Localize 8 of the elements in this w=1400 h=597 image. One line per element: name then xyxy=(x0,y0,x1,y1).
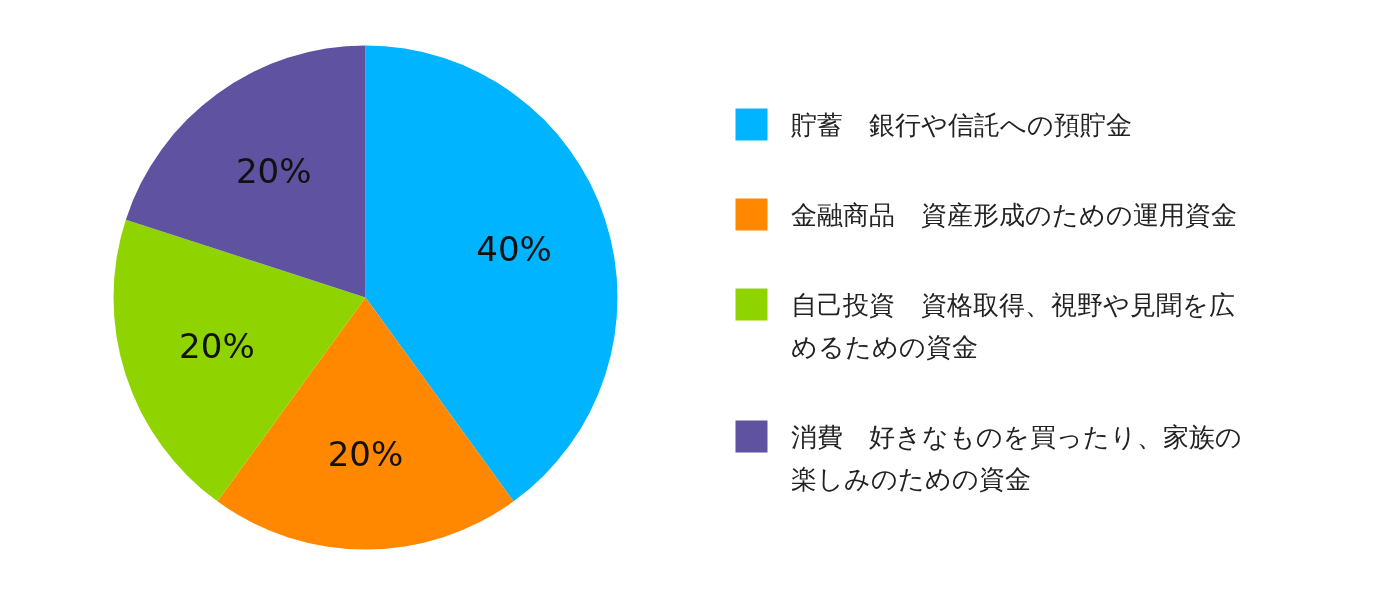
data-label: 20% xyxy=(327,433,404,474)
legend-label: 自己投資 資格取得、視野や見聞を広めるための資金 xyxy=(790,289,1235,362)
data-label: 40% xyxy=(476,229,552,270)
data-label: 20% xyxy=(179,325,255,366)
legend-label: 消費 好きなものを買ったり、家族の楽しみのための資金 xyxy=(790,421,1242,494)
data-label: 20% xyxy=(235,151,312,192)
legend-label: 貯蓄 銀行や信託への預貯金 xyxy=(790,109,1132,140)
legend-label: 金融商品 資産形成のための運用資金 xyxy=(790,199,1237,230)
